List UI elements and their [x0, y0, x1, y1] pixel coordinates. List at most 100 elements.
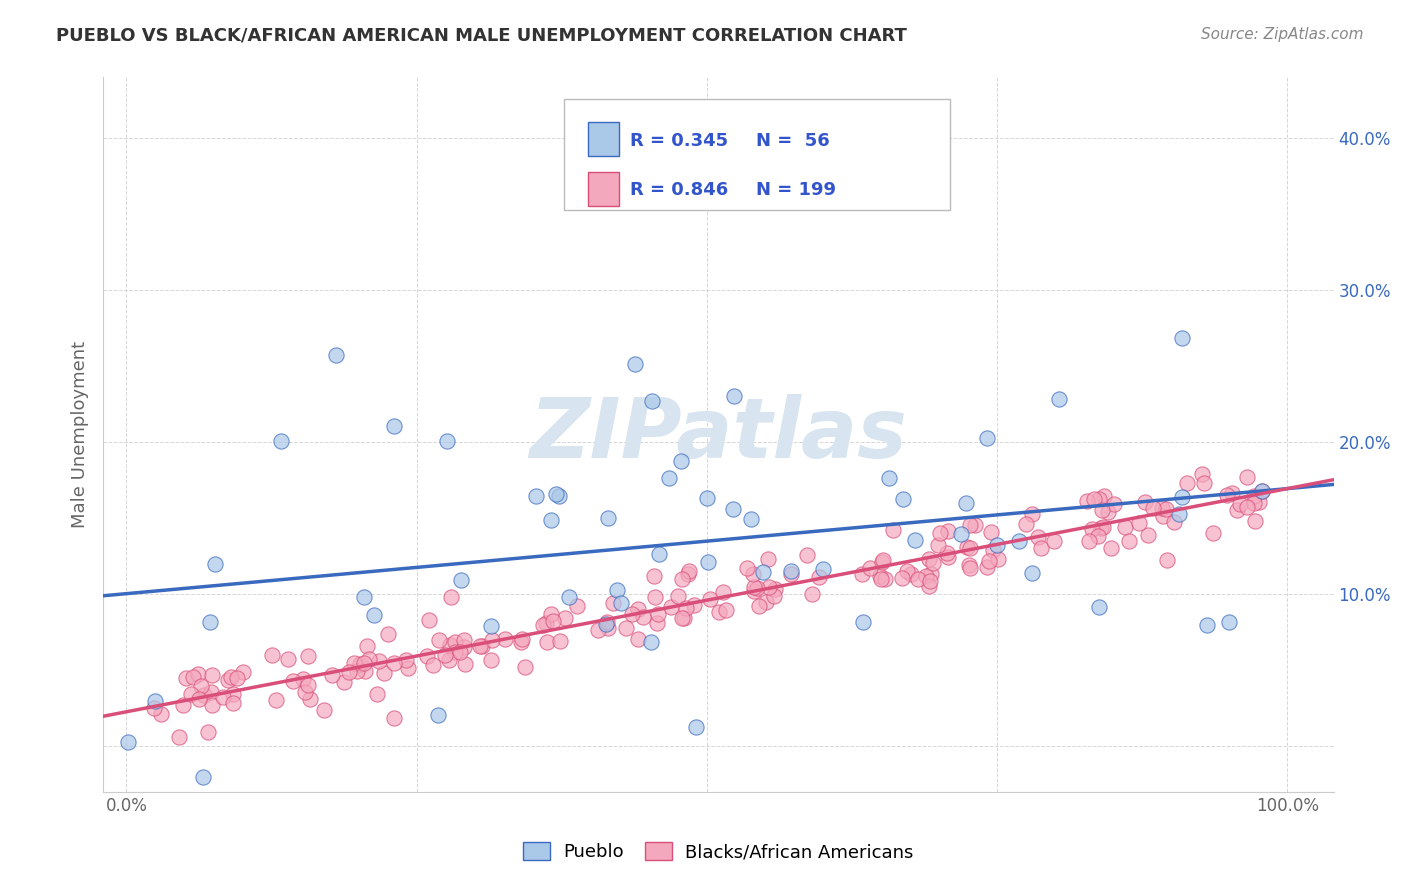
- Point: [277, 652, 299, 666]
- Point: [1250, 484, 1272, 499]
- Point: [1175, 475, 1198, 490]
- Point: [1099, 541, 1122, 555]
- Point: [758, 580, 780, 594]
- Point: [678, 564, 700, 578]
- Point: [780, 567, 803, 582]
- Point: [1083, 491, 1105, 506]
- Point: [801, 587, 824, 601]
- Point: [976, 560, 998, 574]
- Point: [187, 666, 209, 681]
- Point: [219, 670, 242, 684]
- Point: [685, 720, 707, 734]
- Point: [1171, 331, 1194, 345]
- Text: PUEBLO VS BLACK/AFRICAN AMERICAN MALE UNEMPLOYMENT CORRELATION CHART: PUEBLO VS BLACK/AFRICAN AMERICAN MALE UN…: [56, 27, 907, 45]
- Point: [676, 567, 699, 582]
- Point: [723, 502, 745, 516]
- Point: [200, 685, 222, 699]
- Point: [198, 615, 221, 629]
- Point: [479, 653, 502, 667]
- Point: [353, 664, 375, 678]
- Point: [1137, 528, 1160, 542]
- Point: [596, 615, 619, 630]
- Point: [434, 648, 457, 662]
- Point: [1128, 516, 1150, 530]
- Point: [643, 569, 665, 583]
- Point: [1102, 497, 1125, 511]
- Point: [174, 672, 197, 686]
- Point: [735, 561, 758, 575]
- Point: [416, 648, 439, 663]
- Point: [193, 688, 215, 702]
- Point: [917, 552, 939, 566]
- Point: [1090, 521, 1112, 535]
- Point: [1250, 483, 1272, 498]
- Text: R = 0.345: R = 0.345: [630, 132, 728, 150]
- Point: [980, 525, 1002, 540]
- Point: [439, 590, 461, 604]
- Point: [851, 567, 873, 582]
- Point: [658, 471, 681, 485]
- Text: R = 0.846: R = 0.846: [630, 181, 728, 199]
- Point: [904, 533, 927, 548]
- Point: [927, 538, 949, 552]
- Point: [1249, 495, 1271, 509]
- Point: [479, 619, 502, 633]
- Point: [624, 357, 647, 371]
- Point: [454, 657, 477, 672]
- Point: [602, 596, 624, 610]
- Point: [627, 602, 650, 616]
- Point: [1163, 515, 1185, 529]
- Point: [915, 569, 938, 583]
- Point: [938, 550, 960, 565]
- Point: [226, 671, 249, 685]
- Point: [190, 679, 212, 693]
- Point: [748, 599, 770, 613]
- Point: [1243, 515, 1265, 529]
- Point: [1047, 392, 1070, 407]
- Point: [755, 595, 778, 609]
- Point: [741, 567, 763, 582]
- Legend: Pueblo, Blacks/African Americans: Pueblo, Blacks/African Americans: [516, 835, 921, 869]
- Point: [963, 518, 986, 533]
- Point: [471, 639, 494, 653]
- Point: [266, 692, 288, 706]
- Point: [540, 513, 562, 527]
- Point: [747, 581, 769, 595]
- Point: [531, 618, 554, 632]
- Point: [682, 598, 704, 612]
- Point: [427, 632, 450, 647]
- Point: [1167, 507, 1189, 521]
- Point: [900, 567, 922, 582]
- Point: [918, 574, 941, 588]
- Point: [382, 418, 405, 433]
- Point: [752, 565, 775, 579]
- Point: [813, 561, 835, 575]
- Point: [1087, 491, 1109, 506]
- Point: [959, 560, 981, 574]
- Point: [368, 654, 391, 668]
- Point: [172, 698, 194, 713]
- Point: [1015, 516, 1038, 531]
- Point: [645, 616, 668, 631]
- Point: [201, 698, 224, 712]
- Point: [920, 566, 942, 581]
- Point: [1088, 600, 1111, 615]
- Text: ZIPatlas: ZIPatlas: [530, 394, 907, 475]
- Point: [117, 735, 139, 749]
- Point: [481, 632, 503, 647]
- Point: [201, 668, 224, 682]
- Point: [869, 569, 891, 583]
- Point: [763, 582, 786, 596]
- Point: [976, 431, 998, 445]
- Point: [1243, 496, 1265, 510]
- Point: [641, 393, 664, 408]
- Point: [616, 621, 638, 635]
- Point: [1191, 467, 1213, 481]
- Point: [349, 657, 371, 671]
- Point: [669, 454, 692, 468]
- Text: N = 199: N = 199: [756, 181, 837, 199]
- Point: [928, 525, 950, 540]
- Point: [872, 553, 894, 567]
- Text: Source: ZipAtlas.com: Source: ZipAtlas.com: [1201, 27, 1364, 42]
- Point: [977, 554, 1000, 568]
